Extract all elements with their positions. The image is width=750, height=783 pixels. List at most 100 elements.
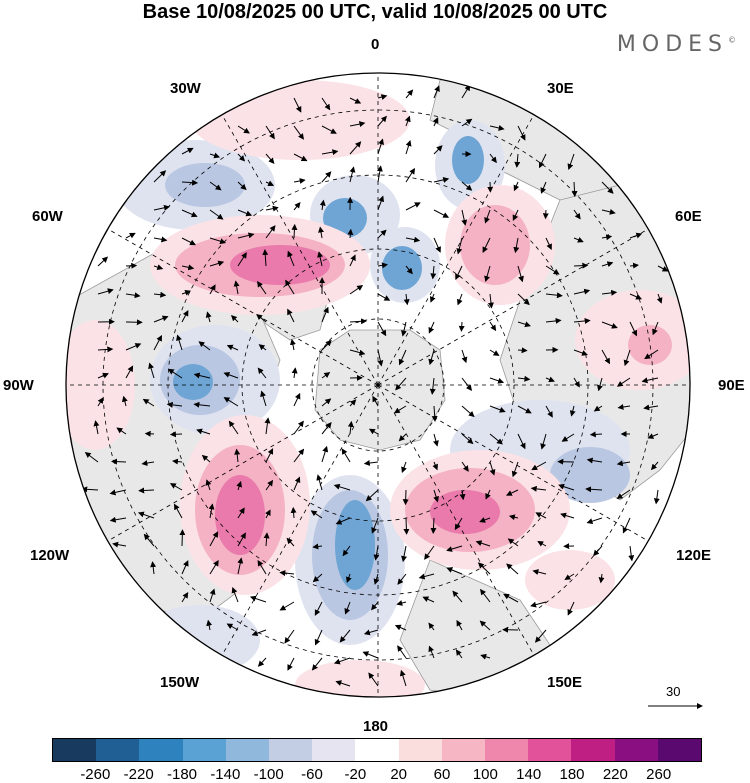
wind-vector xyxy=(489,124,505,131)
wind-vector xyxy=(137,511,155,519)
wind-vector xyxy=(289,338,296,351)
colorbar-tick-label: 180 xyxy=(559,766,585,783)
colorbar-segment xyxy=(96,739,140,761)
wind-vector xyxy=(181,209,198,218)
wind-vector xyxy=(344,601,351,615)
wind-vector xyxy=(405,236,421,243)
wind-vector xyxy=(535,512,547,519)
wind-vector xyxy=(109,516,127,523)
wind-vector xyxy=(505,489,519,496)
wind-vector xyxy=(564,573,575,581)
wind-vector xyxy=(461,118,473,127)
colorbar-segment xyxy=(528,739,572,761)
wind-vector xyxy=(589,431,603,438)
wind-vector xyxy=(461,84,471,99)
wind-vector xyxy=(181,147,194,155)
wind-vector xyxy=(257,280,267,295)
wind-vector xyxy=(377,115,387,127)
wind-vector xyxy=(293,476,301,491)
wind-vector xyxy=(601,261,614,268)
polar-stereographic-map xyxy=(65,72,703,709)
wind-vector xyxy=(428,321,435,334)
wind-vector xyxy=(405,89,414,99)
wind-vector xyxy=(530,601,547,608)
wind-vector xyxy=(166,401,183,408)
wind-vector xyxy=(121,395,128,407)
wind-vector xyxy=(319,199,326,211)
wind-vector xyxy=(461,209,468,226)
wind-vector xyxy=(545,376,555,383)
label-90e: 90E xyxy=(718,377,745,394)
wind-vector xyxy=(265,479,274,491)
wind-vector xyxy=(125,232,136,239)
wind-vector xyxy=(228,420,239,435)
wind-vector xyxy=(479,588,491,603)
wind-vector xyxy=(461,405,475,418)
wind-vector xyxy=(284,629,295,644)
wind-vector xyxy=(291,223,298,239)
wind-vector xyxy=(234,448,241,463)
wind-vector xyxy=(237,209,253,217)
wind-vector xyxy=(237,252,247,267)
wind-vector xyxy=(455,265,463,281)
wind-vector xyxy=(456,237,463,255)
meridian-line xyxy=(377,224,656,386)
wind-vector xyxy=(446,545,463,552)
neg-anomaly-light xyxy=(140,605,260,675)
neg-anomaly-strong xyxy=(323,198,367,238)
wind-vector xyxy=(601,289,618,296)
wind-vector xyxy=(363,629,379,636)
wind-vector xyxy=(487,293,494,309)
reference-vector-value: 30 xyxy=(666,684,681,699)
wind-vector xyxy=(454,517,463,531)
wind-vector xyxy=(209,209,224,220)
wind-vector xyxy=(349,141,362,155)
wind-vector xyxy=(377,262,388,269)
wind-vector xyxy=(317,251,323,267)
meridian-line xyxy=(377,107,539,386)
wind-vector xyxy=(477,562,491,575)
wind-vector xyxy=(398,433,407,442)
wind-vector xyxy=(236,480,242,491)
wind-vector xyxy=(349,97,362,104)
wind-vector xyxy=(223,397,239,407)
wind-vector xyxy=(321,422,332,435)
wind-vector xyxy=(545,292,563,299)
wind-vector xyxy=(181,179,199,186)
wind-vector xyxy=(545,237,552,251)
wind-vector xyxy=(251,629,267,637)
wind-vector xyxy=(265,509,271,519)
label-120w: 120W xyxy=(30,547,70,564)
wind-vector xyxy=(652,321,659,336)
wind-vector xyxy=(153,315,169,323)
wind-vector xyxy=(264,417,271,435)
colorbar-segment xyxy=(139,739,183,761)
wind-vector xyxy=(517,405,532,414)
label-180: 180 xyxy=(363,718,389,735)
wind-vector xyxy=(650,461,659,471)
wind-vector xyxy=(249,595,267,603)
wind-vector xyxy=(567,601,575,616)
wind-vector xyxy=(377,229,387,239)
wind-vector xyxy=(321,125,337,134)
wind-vector xyxy=(507,538,519,547)
wind-vector xyxy=(260,390,267,407)
wind-vector xyxy=(81,486,99,493)
meridian-line xyxy=(100,224,379,386)
meridian-lines xyxy=(66,73,690,697)
wind-vector xyxy=(530,485,547,492)
brand-name: MODES xyxy=(616,32,728,57)
wind-vector xyxy=(598,573,605,584)
wind-vector xyxy=(482,237,491,253)
wind-vector xyxy=(112,541,127,548)
wind-vector xyxy=(181,592,189,603)
wind-vector xyxy=(341,448,351,463)
wind-vector xyxy=(601,321,618,329)
wind-vector xyxy=(205,311,212,323)
wind-vector xyxy=(540,181,547,194)
wind-vector xyxy=(321,149,339,156)
wind-vector xyxy=(452,590,463,603)
wind-vector xyxy=(430,517,437,534)
wind-vector xyxy=(433,176,450,183)
wind-vector xyxy=(405,167,416,183)
